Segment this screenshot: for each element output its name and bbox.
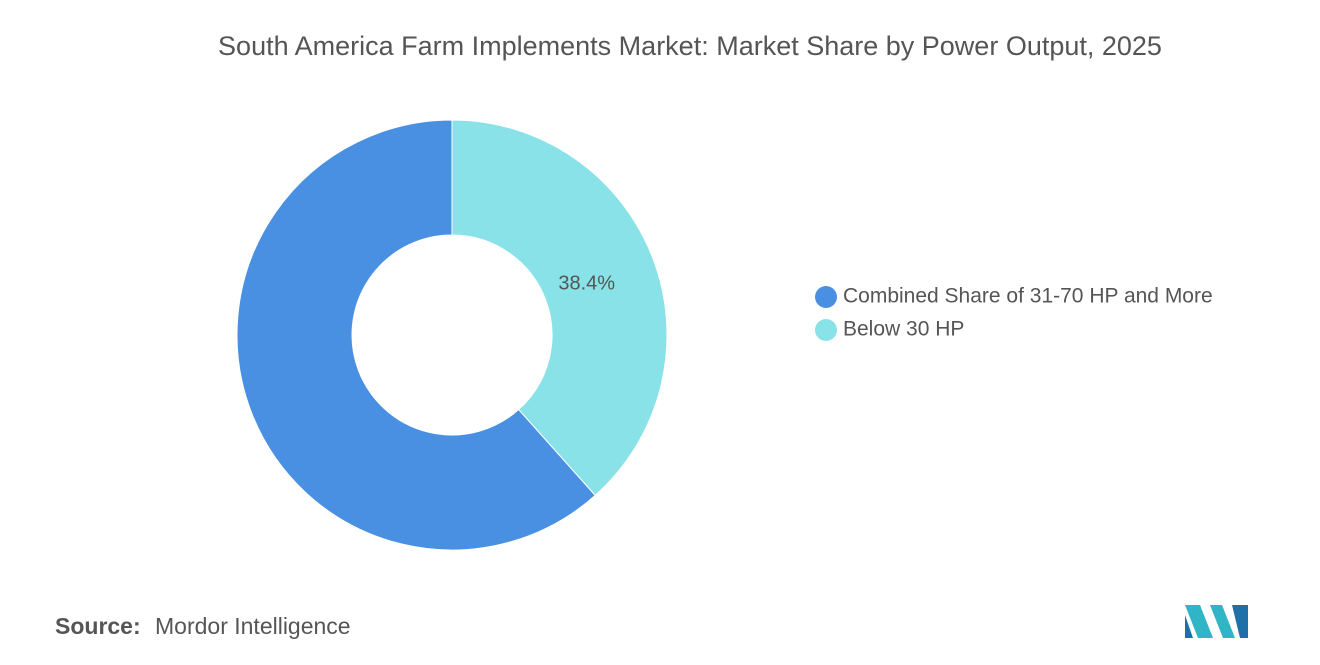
donut-slice xyxy=(451,119,668,497)
chart-title: South America Farm Implements Market: Ma… xyxy=(218,31,1162,61)
donut-slice xyxy=(236,119,596,551)
legend-marker xyxy=(815,319,837,341)
source-label: Source: xyxy=(55,613,141,639)
source: Mordor Intelligence xyxy=(155,613,351,639)
legend-label: Below 30 HP xyxy=(843,318,964,341)
legend-label: Combined Share of 31-70 HP and More xyxy=(843,285,1213,308)
data-label: 38.4% xyxy=(558,272,615,294)
logo xyxy=(1185,605,1248,638)
legend-marker xyxy=(815,286,837,308)
